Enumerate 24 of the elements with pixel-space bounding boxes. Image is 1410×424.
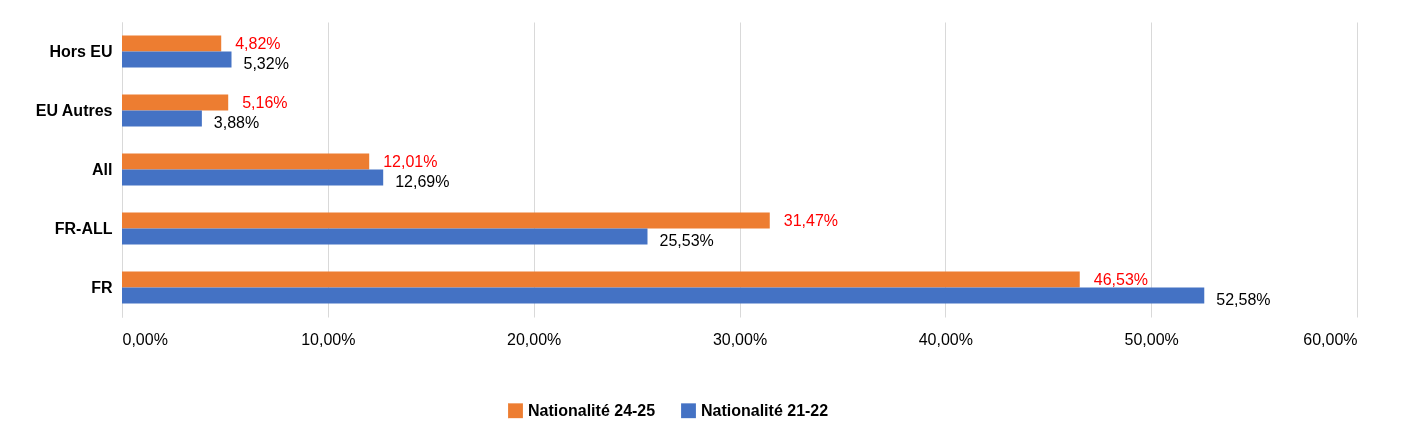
data-label: 12,01% bbox=[383, 152, 438, 170]
data-label: 4,82% bbox=[235, 34, 281, 52]
x-tick-label: 50,00% bbox=[1124, 330, 1179, 348]
data-label: 5,32% bbox=[243, 55, 289, 73]
legend-label: Nationalité 21-22 bbox=[701, 401, 829, 419]
data-label: 12,69% bbox=[395, 173, 450, 191]
data-label: 5,16% bbox=[242, 93, 288, 111]
legend-label: Nationalité 24-25 bbox=[528, 401, 656, 419]
y-tick-label: Hors EU bbox=[49, 42, 113, 60]
data-label: 25,53% bbox=[659, 232, 714, 250]
x-tick-label: 10,00% bbox=[301, 330, 356, 348]
y-tick-label: EU Autres bbox=[35, 101, 113, 119]
data-label: 31,47% bbox=[783, 211, 839, 229]
data-label: 3,88% bbox=[213, 114, 260, 132]
data-label: 52,58% bbox=[1216, 291, 1271, 309]
x-tick-label: 40,00% bbox=[918, 330, 973, 348]
data-label: 46,53% bbox=[1093, 270, 1149, 288]
x-tick-label: 20,00% bbox=[507, 330, 562, 348]
x-tick-label: 0,00% bbox=[122, 330, 168, 348]
y-tick-label: All bbox=[92, 160, 113, 178]
y-tick-label: FR bbox=[91, 278, 113, 296]
x-tick-label: 30,00% bbox=[712, 330, 768, 348]
y-tick-label: FR-ALL bbox=[54, 219, 113, 237]
x-tick-label: 60,00% bbox=[1303, 330, 1358, 348]
